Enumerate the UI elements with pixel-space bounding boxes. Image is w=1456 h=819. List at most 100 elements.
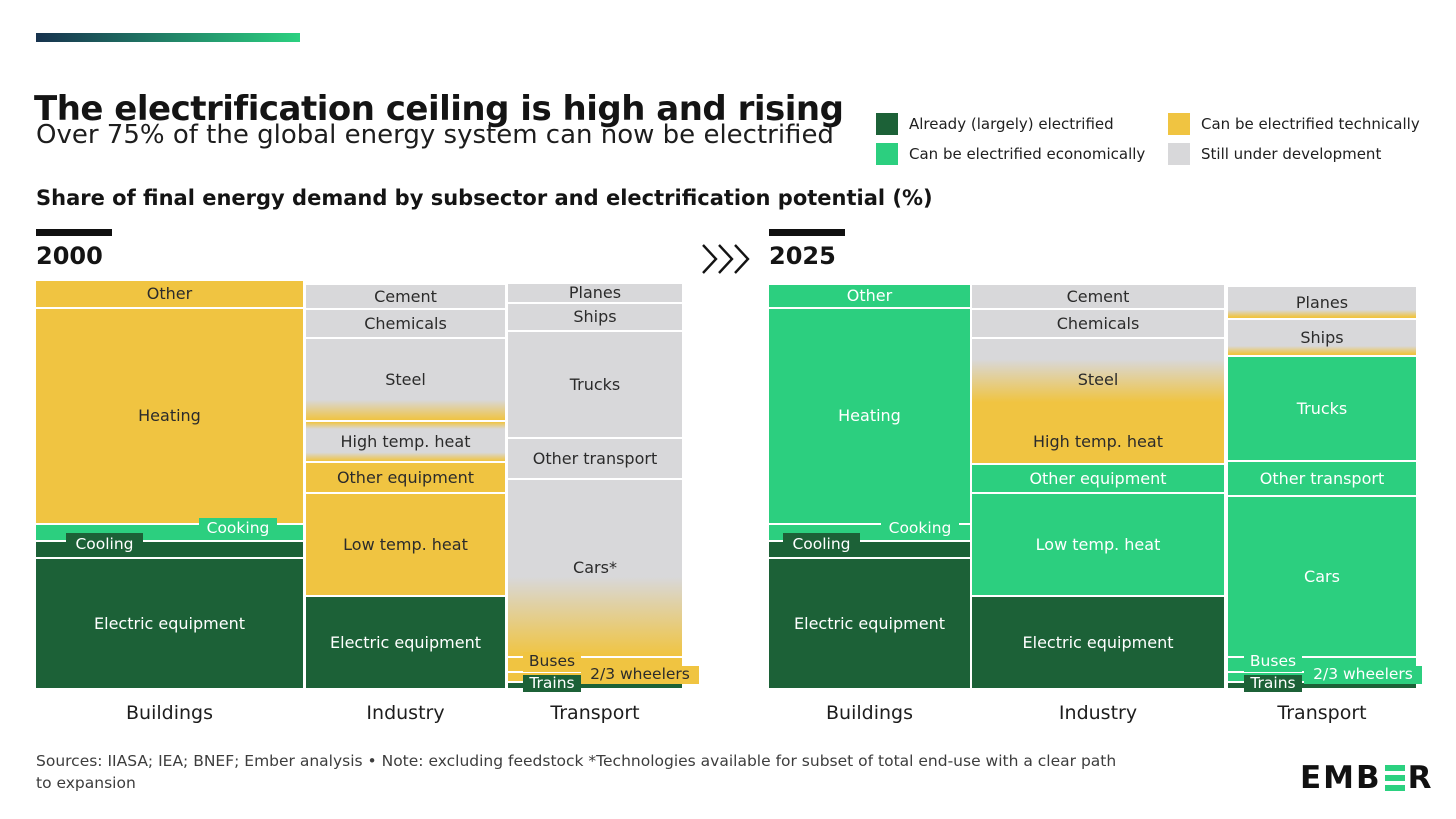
segment-chip-cooling-2025: Cooling bbox=[783, 533, 860, 556]
segment-high-temp-heat-industry-2000: High temp. heat bbox=[306, 422, 505, 461]
year-label-2000: 2000 bbox=[36, 242, 103, 270]
segment-label-high-temp-heat-2025: High temp. heat bbox=[1033, 431, 1163, 451]
legend-swatch-economic bbox=[876, 142, 898, 165]
segment-high-temp-heat-industry-2025: High temp. heat bbox=[972, 420, 1224, 463]
chart-legend: Already (largely) electrified Can be elec… bbox=[876, 112, 1420, 165]
segment-label-other-2025: Other bbox=[846, 286, 893, 305]
segment-label-trucks-2025: Trucks bbox=[1296, 398, 1348, 418]
segment-label-ships-2025: Ships bbox=[1300, 327, 1344, 347]
ember-logo-e-icon bbox=[1384, 765, 1405, 791]
segment-steel-industry-2025: Steel bbox=[972, 339, 1224, 420]
legend-label-development: Still under development bbox=[1201, 144, 1382, 163]
segment-label-cement-2000: Cement bbox=[374, 286, 437, 306]
segment-label-other-2000: Other bbox=[146, 284, 193, 303]
segment-chip-cooking-2000: Cooking bbox=[199, 518, 277, 539]
segment-chemicals-industry-2000: Chemicals bbox=[306, 310, 505, 337]
segment-label-cement-2025: Cement bbox=[1066, 286, 1130, 306]
segment-planes-transport-2025: Planes bbox=[1228, 287, 1416, 318]
year-accent-bar-2025 bbox=[769, 229, 845, 236]
segment-electric-equipment-buildings-2025: Electric equipment bbox=[769, 559, 970, 688]
segment-other-equipment-industry-2025: Other equipment bbox=[972, 465, 1224, 492]
segment-other-buildings-2000: Other bbox=[36, 281, 303, 307]
segment-trucks-transport-2000: Trucks bbox=[508, 332, 682, 437]
segment-label-other-equipment-2025: Other equipment bbox=[1029, 468, 1167, 488]
segment-low-temp-heat-industry-2000: Low temp. heat bbox=[306, 494, 505, 595]
segment-cement-industry-2025: Cement bbox=[972, 285, 1224, 308]
segment-label-planes-2025: Planes bbox=[1295, 292, 1349, 312]
segment-cars-transport-2000: Cars* bbox=[508, 480, 682, 656]
sector-label-transport-2000: Transport bbox=[550, 702, 640, 724]
segment-label-other-equipment-2000: Other equipment bbox=[336, 467, 475, 487]
segment-cars-transport-2025: Cars bbox=[1228, 497, 1416, 656]
segment-other-transport-transport-2000: Other transport bbox=[508, 439, 682, 478]
segment-label-heating-2025: Heating bbox=[838, 406, 901, 425]
legend-swatch-already bbox=[876, 112, 898, 135]
segment-label-planes-2000: Planes bbox=[568, 283, 622, 302]
segment-chip-trains-2000: Trains bbox=[523, 675, 581, 692]
segment-planes-transport-2000: Planes bbox=[508, 284, 682, 302]
segment-ships-transport-2000: Ships bbox=[508, 304, 682, 330]
segment-label-cars-2025: Cars bbox=[1304, 566, 1340, 586]
legend-label-economic: Can be electrified economically bbox=[909, 144, 1146, 163]
segment-label-steel-2000: Steel bbox=[385, 369, 426, 389]
segment-electric-equipment-industry-2000: Electric equipment bbox=[306, 597, 505, 688]
segment-other-equipment-industry-2000: Other equipment bbox=[306, 463, 505, 492]
legend-swatch-technical bbox=[1168, 112, 1190, 135]
segment-label-ships-2000: Ships bbox=[573, 307, 617, 326]
segment-electric-equipment-industry-2025: Electric equipment bbox=[972, 597, 1224, 688]
sector-label-buildings-2025: Buildings bbox=[826, 702, 913, 724]
segment-chip-buses-2000: Buses bbox=[523, 652, 581, 672]
segment-label-other-transport-2000: Other transport bbox=[532, 448, 658, 468]
segment-electric-equipment-buildings-2000: Electric equipment bbox=[36, 559, 303, 688]
segment-label-low-temp-heat-2000: Low temp. heat bbox=[343, 534, 468, 554]
segment-label-electric-equipment-2000: Electric equipment bbox=[330, 632, 481, 652]
legend-item-already: Already (largely) electrified bbox=[876, 112, 1168, 135]
segment-chip-2-3-wheelers-2025: 2/3 wheelers bbox=[1304, 666, 1422, 684]
segment-ships-transport-2025: Ships bbox=[1228, 320, 1416, 355]
year-label-2025: 2025 bbox=[769, 242, 836, 270]
segment-trains-transport-2000 bbox=[508, 683, 682, 688]
legend-swatch-development bbox=[1168, 142, 1190, 165]
segment-label-steel-2025: Steel bbox=[1077, 369, 1119, 389]
segment-heating-buildings-2025: Heating bbox=[769, 309, 970, 523]
segment-label-other-transport-2025: Other transport bbox=[1259, 468, 1385, 488]
sector-label-transport-2025: Transport bbox=[1277, 702, 1367, 724]
segment-other-buildings-2025: Other bbox=[769, 285, 970, 307]
segment-label-chemicals-2000: Chemicals bbox=[364, 313, 447, 333]
segment-label-chemicals-2025: Chemicals bbox=[1056, 313, 1140, 333]
legend-label-already: Already (largely) electrified bbox=[909, 114, 1114, 133]
segment-trains-transport-2025 bbox=[1228, 683, 1416, 688]
segment-cement-industry-2000: Cement bbox=[306, 285, 505, 308]
brand-gradient-bar bbox=[36, 33, 300, 42]
sector-label-industry-2000: Industry bbox=[366, 702, 445, 724]
segment-chip-cooking-2025: Cooking bbox=[881, 518, 959, 539]
segment-label-electric-equipment-2025: Electric equipment bbox=[794, 613, 945, 633]
segment-low-temp-heat-industry-2025: Low temp. heat bbox=[972, 494, 1224, 595]
segment-label-trucks-2000: Trucks bbox=[569, 374, 621, 394]
source-note: Sources: IIASA; IEA; BNEF; Ember analysi… bbox=[36, 752, 1117, 793]
segment-label-high-temp-heat-2000: High temp. heat bbox=[340, 431, 471, 451]
sector-label-buildings-2000: Buildings bbox=[126, 702, 213, 724]
year-accent-bar-2000 bbox=[36, 229, 112, 236]
segment-label-cars-2000: Cars* bbox=[573, 558, 617, 577]
segment-chemicals-industry-2025: Chemicals bbox=[972, 310, 1224, 337]
segment-other-transport-transport-2025: Other transport bbox=[1228, 462, 1416, 495]
segment-chip-cooling-2000: Cooling bbox=[66, 533, 143, 556]
ember-logo: EMB R bbox=[1300, 760, 1434, 796]
legend-label-technical: Can be electrified technically bbox=[1201, 114, 1420, 133]
segment-chip-2-3-wheelers-2000: 2/3 wheelers bbox=[581, 666, 699, 684]
segment-chip-buses-2025: Buses bbox=[1244, 652, 1302, 672]
legend-item-economic: Can be electrified economically bbox=[876, 142, 1168, 165]
sector-label-industry-2025: Industry bbox=[1058, 702, 1138, 724]
ember-logo-text-end: R bbox=[1407, 760, 1434, 796]
page-subtitle: Over 75% of the global energy system can… bbox=[36, 120, 834, 150]
segment-label-low-temp-heat-2025: Low temp. heat bbox=[1035, 534, 1161, 554]
page-title: The electrification ceiling is high and … bbox=[34, 88, 844, 129]
segment-label-electric-equipment-2025: Electric equipment bbox=[1022, 632, 1174, 652]
segment-steel-industry-2000: Steel bbox=[306, 339, 505, 420]
chart-heading: Share of final energy demand by subsecto… bbox=[36, 186, 933, 210]
segment-heating-buildings-2000: Heating bbox=[36, 309, 303, 523]
legend-item-development: Still under development bbox=[1168, 142, 1420, 165]
ember-logo-text-start: EMB bbox=[1300, 760, 1382, 796]
